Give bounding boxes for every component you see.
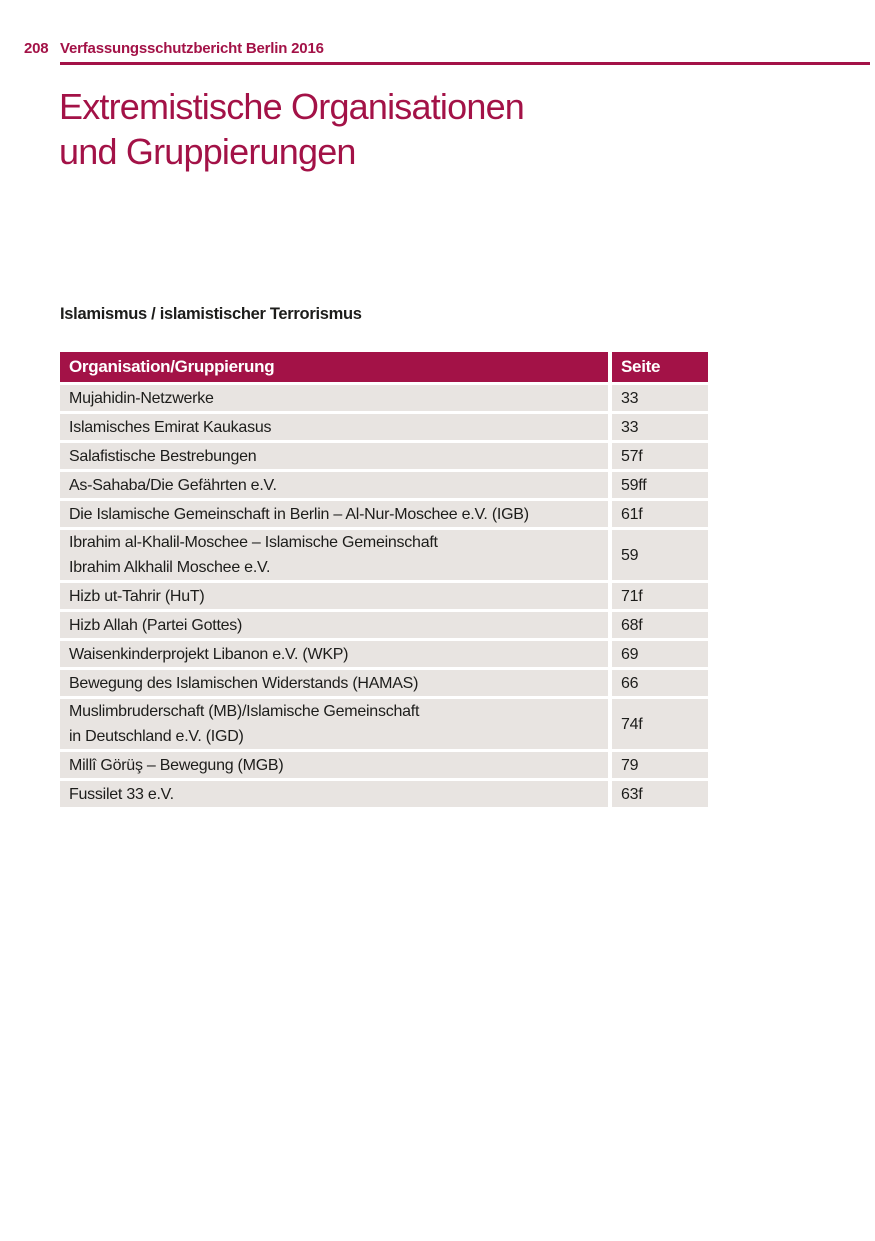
table-row: Ibrahim al-Khalil-Moschee – Islamische G… bbox=[60, 530, 708, 580]
chapter-title: Extremistische Organisationen und Gruppi… bbox=[59, 84, 525, 174]
organisation-cell: Die Islamische Gemeinschaft in Berlin – … bbox=[60, 501, 608, 527]
organisation-cell: Hizb Allah (Partei Gottes) bbox=[60, 612, 608, 638]
report-title: Verfassungsschutzbericht Berlin 2016 bbox=[60, 40, 324, 57]
seite-cell: 79 bbox=[612, 752, 708, 778]
column-gap bbox=[608, 612, 612, 638]
seite-cell: 61f bbox=[612, 501, 708, 527]
seite-cell: 68f bbox=[612, 612, 708, 638]
table-row: Salafistische Bestrebungen 57f bbox=[60, 443, 708, 469]
seite-cell: 74f bbox=[612, 699, 708, 749]
table-row: Fussilet 33 e.V. 63f bbox=[60, 781, 708, 807]
table-body: Mujahidin-Netzwerke 33 Islamisches Emira… bbox=[60, 385, 708, 807]
column-gap bbox=[608, 472, 612, 498]
table-row: Muslimbruderschaft (MB)/Islamische Gemei… bbox=[60, 699, 708, 749]
table-row: Islamisches Emirat Kaukasus 33 bbox=[60, 414, 708, 440]
column-gap bbox=[608, 443, 612, 469]
seite-cell: 71f bbox=[612, 583, 708, 609]
organisation-cell: Islamisches Emirat Kaukasus bbox=[60, 414, 608, 440]
column-header-seite: Seite bbox=[612, 352, 708, 382]
page-number: 208 bbox=[24, 40, 49, 57]
organisation-cell: Hizb ut-Tahrir (HuT) bbox=[60, 583, 608, 609]
table-row: Mujahidin-Netzwerke 33 bbox=[60, 385, 708, 411]
table-row: Hizb ut-Tahrir (HuT) 71f bbox=[60, 583, 708, 609]
organisation-cell: Muslimbruderschaft (MB)/Islamische Gemei… bbox=[60, 699, 608, 749]
column-gap bbox=[608, 781, 612, 807]
table-row: As-Sahaba/Die Gefährten e.V. 59ff bbox=[60, 472, 708, 498]
organisation-cell: Fussilet 33 e.V. bbox=[60, 781, 608, 807]
seite-cell: 33 bbox=[612, 385, 708, 411]
seite-cell: 63f bbox=[612, 781, 708, 807]
organisation-cell: Waisenkinderprojekt Libanon e.V. (WKP) bbox=[60, 641, 608, 667]
table-header-row: Organisation/Gruppierung Seite bbox=[60, 352, 708, 382]
organisation-cell: Mujahidin-Netzwerke bbox=[60, 385, 608, 411]
column-gap bbox=[608, 641, 612, 667]
section-heading: Islamismus / islamistischer Terrorismus bbox=[60, 305, 362, 323]
column-gap bbox=[608, 699, 612, 749]
organisation-cell: Millî Görüş – Bewegung (MGB) bbox=[60, 752, 608, 778]
chapter-title-line2: und Gruppierungen bbox=[59, 131, 356, 172]
column-gap bbox=[608, 530, 612, 580]
organisation-table: Organisation/Gruppierung Seite Mujahidin… bbox=[60, 349, 708, 810]
seite-cell: 66 bbox=[612, 670, 708, 696]
table-row: Die Islamische Gemeinschaft in Berlin – … bbox=[60, 501, 708, 527]
organisation-cell: Salafistische Bestrebungen bbox=[60, 443, 608, 469]
column-gap bbox=[608, 752, 612, 778]
header-rule bbox=[60, 62, 870, 65]
seite-cell: 59ff bbox=[612, 472, 708, 498]
column-gap bbox=[608, 414, 612, 440]
chapter-title-line1: Extremistische Organisationen bbox=[59, 86, 525, 127]
seite-cell: 57f bbox=[612, 443, 708, 469]
column-gap bbox=[608, 352, 612, 382]
column-header-organisation: Organisation/Gruppierung bbox=[60, 352, 608, 382]
table-row: Millî Görüş – Bewegung (MGB) 79 bbox=[60, 752, 708, 778]
column-gap bbox=[608, 501, 612, 527]
table-row: Bewegung des Islamischen Widerstands (HA… bbox=[60, 670, 708, 696]
column-gap bbox=[608, 583, 612, 609]
seite-cell: 33 bbox=[612, 414, 708, 440]
organisation-cell: Bewegung des Islamischen Widerstands (HA… bbox=[60, 670, 608, 696]
column-gap bbox=[608, 670, 612, 696]
organisation-cell: As-Sahaba/Die Gefährten e.V. bbox=[60, 472, 608, 498]
table-row: Hizb Allah (Partei Gottes) 68f bbox=[60, 612, 708, 638]
organisation-cell: Ibrahim al-Khalil-Moschee – Islamische G… bbox=[60, 530, 608, 580]
seite-cell: 69 bbox=[612, 641, 708, 667]
table-row: Waisenkinderprojekt Libanon e.V. (WKP) 6… bbox=[60, 641, 708, 667]
seite-cell: 59 bbox=[612, 530, 708, 580]
column-gap bbox=[608, 385, 612, 411]
